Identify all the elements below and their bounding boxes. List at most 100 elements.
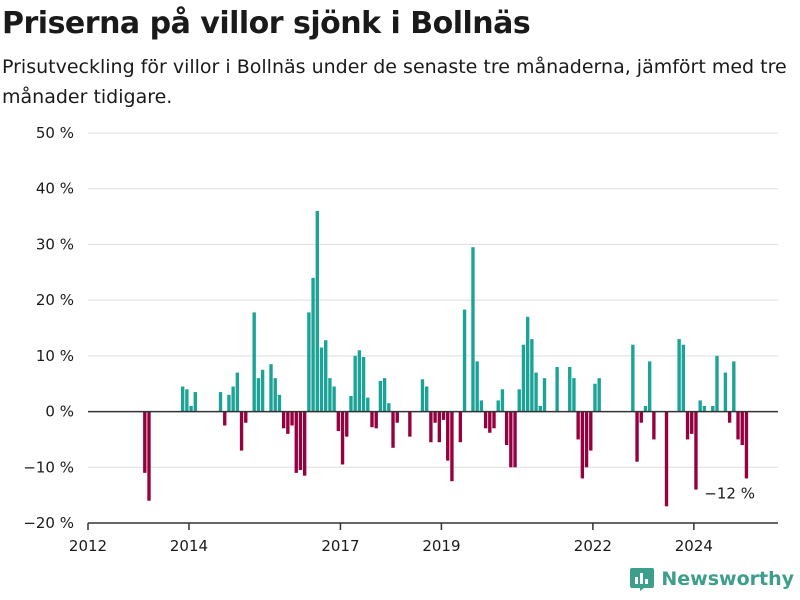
bar [744,411,749,479]
bar [273,378,277,412]
bar [420,379,425,412]
bar [732,361,736,412]
bar [231,386,235,412]
bar [227,394,231,412]
brand-logo: Newsworthy [629,566,794,592]
bar [492,411,496,429]
bar [525,316,530,412]
x-tick-label: 2024 [675,537,713,555]
bar [715,355,719,412]
bar [277,394,282,412]
bar [576,411,580,440]
y-tick-label: 50 % [36,124,74,142]
bar [475,361,479,412]
bar [437,411,441,443]
bar [324,340,328,412]
bar [235,372,240,412]
bar [332,386,336,412]
y-tick-label: 30 % [36,235,74,253]
y-tick-label: −10 % [23,458,74,476]
bar [366,397,370,412]
x-tick-label: 2012 [69,537,107,555]
bar [370,411,374,428]
bar [723,372,728,412]
last-value-annotation: −12 % [704,484,755,502]
bar [361,356,366,412]
bar [677,339,681,412]
bar [664,411,669,507]
bar [336,411,341,432]
bar [513,411,517,468]
bar [223,411,227,426]
bar [269,364,273,412]
bar [542,378,547,412]
bar [382,378,387,412]
bar [302,411,307,476]
bar [290,411,294,426]
x-tick-label: 2022 [574,537,612,555]
bar [727,411,732,423]
bar [639,411,643,423]
bar [584,411,589,468]
y-axis-tick-labels: −20 % −10 % 0 % 10 % 20 % 30 % 40 % 50 % [23,124,74,532]
bar [374,411,378,429]
x-tick-label: 2019 [422,537,460,555]
bars [143,211,749,507]
bar [736,411,740,440]
bar [652,411,656,440]
bar [319,347,324,412]
bar [281,411,286,429]
bar [685,411,690,440]
bar [433,411,437,423]
bar [694,411,698,490]
bar [185,389,189,412]
bar [593,383,597,412]
bar [446,411,450,461]
y-tick-label: 10 % [36,347,74,365]
bar [256,378,261,412]
bar [580,411,585,479]
bar [180,386,185,412]
bar [450,411,454,482]
y-tick-label: 0 % [45,403,74,421]
y-tick-label: 40 % [36,180,74,198]
y-tick-label: −20 % [23,514,74,532]
bar [252,312,256,412]
bar [387,403,391,412]
bar [294,411,298,473]
x-tick-label: 2017 [321,537,359,555]
bar [193,392,197,412]
brand-name: Newsworthy [661,568,794,590]
bar [500,389,505,412]
bar [441,411,446,420]
bar [643,406,648,412]
bar [471,247,475,412]
bar [391,411,395,448]
bar [509,411,513,468]
bar [681,344,686,412]
bar [517,389,521,412]
bar [462,309,467,412]
bar [395,411,399,423]
bar [328,378,332,412]
bar [555,367,559,412]
bar [189,406,193,412]
bar [458,411,463,443]
bar [345,411,349,437]
bar [286,411,290,434]
bar [408,411,412,437]
bar [504,411,509,445]
bar [143,411,147,473]
x-tick-label: 2014 [170,537,208,555]
x-axis-ticks: 2012 2014 2017 2019 2022 2024 [69,523,713,555]
bar [568,367,572,412]
bar [635,411,639,462]
bar [218,392,223,412]
bar [298,411,303,471]
bar [378,380,383,412]
bar [702,406,707,412]
bar [483,411,488,429]
bar [647,361,652,412]
bar [357,350,362,412]
bar [488,411,492,433]
